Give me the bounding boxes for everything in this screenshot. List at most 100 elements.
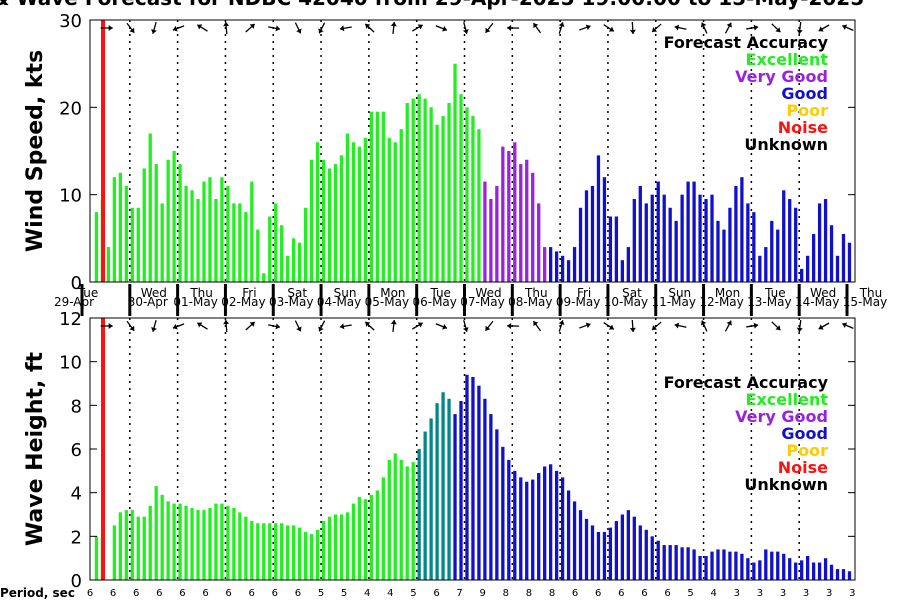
bar: [770, 220, 774, 282]
bar: [399, 459, 403, 580]
bar: [674, 220, 678, 282]
direction-arrow-icon: [579, 322, 591, 329]
bar: [560, 255, 565, 282]
direction-arrow-icon: [674, 24, 687, 31]
direction-arrow-icon: [126, 320, 135, 332]
bar: [758, 560, 762, 580]
direction-arrow-icon: [435, 25, 448, 32]
date-label: 10-May: [604, 295, 648, 309]
bar: [405, 466, 409, 580]
period-value: 8: [526, 588, 532, 599]
bar: [357, 146, 362, 282]
date-label: 13-May: [747, 295, 791, 309]
bar: [513, 470, 517, 580]
panel-wind: 0 10 20 30 Wind Speed, kts Forecast AccuracyE…: [23, 11, 856, 294]
y-tick-label: 30: [59, 11, 82, 32]
direction-arrow-icon: [558, 22, 565, 34]
bar: [190, 190, 194, 282]
bar: [626, 247, 630, 282]
date-label: 01-May: [173, 295, 217, 309]
bar: [447, 398, 451, 580]
bar: [351, 142, 356, 282]
direction-arrow-icon: [318, 22, 326, 34]
period-value: 4: [364, 588, 370, 599]
bar: [811, 562, 816, 580]
bar: [692, 549, 696, 580]
bar: [142, 168, 146, 282]
bar: [441, 392, 445, 580]
direction-arrow-icon: [532, 320, 542, 332]
bar: [644, 529, 648, 580]
bar: [638, 525, 642, 580]
y-axis-title: Wind Speed, kts: [23, 50, 48, 252]
bar: [339, 514, 344, 580]
bar: [375, 490, 379, 580]
bar: [572, 247, 577, 282]
bar: [357, 497, 362, 580]
bar: [154, 164, 158, 282]
direction-arrow-icon: [364, 23, 375, 33]
bar: [286, 255, 290, 282]
period-value: 6: [133, 588, 139, 599]
bar: [256, 229, 260, 282]
date-label: 11-May: [652, 295, 696, 309]
bar: [387, 459, 391, 580]
direction-arrow-icon: [364, 321, 375, 331]
direction-arrow-icon: [796, 319, 803, 333]
direction-arrow-icon: [818, 322, 830, 330]
direction-arrow-icon: [674, 322, 687, 329]
direction-arrow-icon: [629, 319, 636, 333]
bar: [387, 137, 391, 282]
y-tick-label: 10: [59, 353, 82, 374]
bar: [178, 164, 182, 282]
bar: [447, 102, 451, 282]
bar: [435, 124, 439, 282]
bar: [800, 268, 804, 282]
y-tick-label: 0: [71, 273, 82, 294]
day-name-label: Mon: [380, 286, 405, 300]
legend-item: Very Good: [735, 407, 828, 426]
bar: [232, 507, 236, 580]
period-value: 6: [641, 588, 647, 599]
bar: [710, 194, 714, 282]
day-name-label: Tue: [77, 286, 99, 300]
bar: [369, 494, 373, 580]
date-label: 12-May: [699, 295, 743, 309]
bar: [590, 525, 595, 580]
direction-arrow-icon: [245, 321, 256, 331]
direction-arrow-icon: [484, 22, 494, 34]
bar: [740, 553, 744, 580]
direction-arrow-icon: [724, 320, 732, 332]
period-value: 9: [480, 588, 486, 599]
bar: [286, 525, 290, 580]
bar: [423, 98, 427, 282]
bar: [680, 194, 684, 282]
bar: [178, 503, 182, 580]
y-tick-label: 8: [71, 396, 82, 417]
direction-arrow-icon: [651, 23, 662, 33]
direction-arrow-icon: [172, 25, 185, 32]
bar: [250, 521, 254, 580]
bar: [363, 137, 368, 282]
bar: [537, 473, 541, 580]
bar: [405, 102, 409, 282]
bar: [537, 203, 541, 282]
bar: [632, 199, 636, 282]
period-value: 3: [803, 588, 809, 599]
period-value: 5: [410, 588, 416, 599]
period-value: 6: [110, 588, 116, 599]
bar: [776, 229, 780, 282]
direction-arrow-icon: [294, 320, 302, 332]
direction-arrow-icon: [746, 322, 759, 329]
bar: [566, 490, 571, 580]
bar: [531, 479, 535, 580]
bar: [375, 111, 379, 282]
bar: [650, 194, 654, 282]
bar: [800, 560, 804, 580]
direction-arrow-icon: [532, 22, 542, 34]
bar: [656, 181, 660, 282]
bar: [429, 418, 433, 580]
legend-item: Unknown: [744, 475, 828, 494]
bar: [477, 385, 481, 580]
